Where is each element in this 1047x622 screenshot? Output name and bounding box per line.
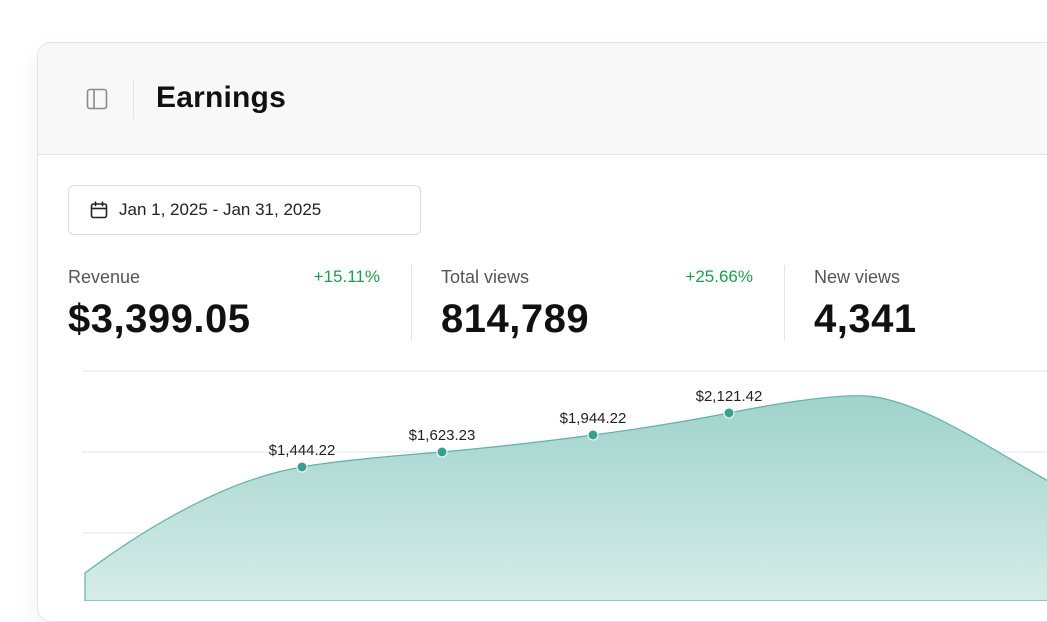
sidebar-panel-icon xyxy=(86,88,108,110)
data-point-label: $2,121.42 xyxy=(696,388,763,405)
stat-value: 4,341 xyxy=(814,297,917,341)
page-header: Earnings xyxy=(38,43,1047,155)
stat-label: New views xyxy=(814,267,901,287)
data-point[interactable] xyxy=(296,461,308,473)
data-point[interactable] xyxy=(723,407,735,419)
stat-value: 814,789 xyxy=(441,297,590,341)
stat-new-views: New views 4,341 xyxy=(814,265,1047,345)
sidebar-toggle-button[interactable] xyxy=(86,88,108,110)
data-point-label: $1,623.23 xyxy=(409,427,476,444)
page-title: Earnings xyxy=(156,81,286,114)
data-point[interactable] xyxy=(436,446,448,458)
data-point-label: $1,944.22 xyxy=(560,410,627,427)
stat-total-views: Total views +25.66% 814,789 xyxy=(441,265,753,345)
date-range-picker[interactable]: Jan 1, 2025 - Jan 31, 2025 xyxy=(68,185,421,235)
stat-label: Revenue xyxy=(68,267,141,287)
calendar-icon xyxy=(89,200,109,220)
data-point[interactable] xyxy=(587,429,599,441)
earnings-area-chart: $1,444.22 $1,623.23 $1,944.22 $2,121.42 xyxy=(82,370,1047,601)
earnings-window: Earnings Jan 1, 2025 - Jan 31, 2025 Reve… xyxy=(37,42,1047,622)
stat-revenue: Revenue +15.11% $3,399.05 xyxy=(68,265,380,345)
header-divider xyxy=(133,79,134,119)
stat-value: $3,399.05 xyxy=(68,297,251,341)
stat-label: Total views xyxy=(441,267,530,287)
stat-change: +25.66% xyxy=(685,267,753,286)
date-range-label: Jan 1, 2025 - Jan 31, 2025 xyxy=(119,200,322,219)
data-point-label: $1,444.22 xyxy=(269,442,336,459)
stat-change: +15.11% xyxy=(313,267,380,286)
stat-divider xyxy=(411,265,412,341)
stat-divider xyxy=(784,265,785,341)
